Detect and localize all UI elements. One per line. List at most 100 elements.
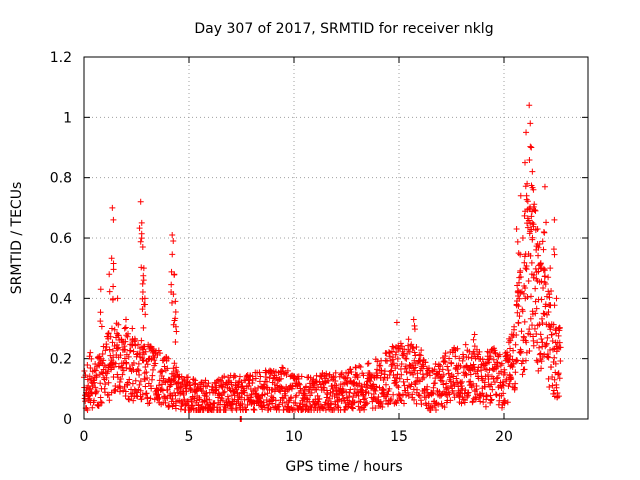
data-point	[255, 384, 262, 391]
data-point	[171, 317, 178, 324]
data-point	[550, 246, 557, 253]
data-point	[169, 396, 176, 403]
data-point	[87, 365, 94, 372]
data-point	[555, 393, 562, 400]
data-point	[473, 382, 480, 389]
data-point	[514, 357, 521, 364]
data-point	[521, 366, 528, 373]
data-point	[515, 320, 522, 327]
data-point-peak	[123, 316, 129, 323]
data-point-peak	[129, 325, 136, 332]
data-point-peak	[534, 225, 541, 232]
data-point	[450, 373, 457, 380]
data-point	[501, 366, 508, 373]
data-point	[526, 326, 533, 333]
data-point	[478, 367, 485, 374]
data-point	[445, 367, 452, 374]
data-point	[311, 382, 318, 389]
data-point	[517, 269, 524, 276]
data-point	[396, 375, 403, 382]
data-point	[122, 338, 129, 345]
data-point	[172, 308, 179, 315]
data-point	[171, 360, 178, 367]
data-point	[121, 325, 128, 332]
data-point	[343, 379, 350, 386]
data-point	[525, 217, 532, 224]
data-point	[228, 381, 235, 388]
data-point	[263, 378, 270, 385]
data-point	[264, 390, 271, 397]
data-point-peak	[526, 102, 533, 109]
data-point	[137, 238, 144, 245]
data-point	[112, 360, 119, 367]
data-point	[133, 392, 140, 399]
data-point	[82, 398, 89, 405]
data-point	[261, 391, 268, 398]
data-point	[512, 369, 519, 376]
data-point	[106, 397, 113, 404]
data-point	[156, 394, 163, 401]
data-point	[357, 363, 364, 370]
data-point	[362, 389, 369, 396]
data-point	[420, 363, 427, 370]
data-point	[402, 355, 409, 362]
data-point	[417, 352, 424, 359]
data-point	[156, 377, 163, 384]
data-point	[169, 403, 176, 410]
data-point	[408, 341, 415, 348]
data-point	[541, 273, 548, 280]
data-point	[372, 387, 379, 394]
data-point	[364, 360, 371, 367]
data-point	[443, 380, 450, 387]
data-point	[276, 401, 283, 408]
data-point	[134, 366, 141, 373]
data-point	[482, 403, 489, 410]
data-point	[325, 377, 332, 384]
data-point	[92, 367, 99, 374]
data-point	[122, 388, 129, 395]
data-point-peak	[523, 129, 530, 136]
data-point	[143, 369, 150, 376]
data-point	[120, 387, 127, 394]
data-point	[431, 366, 438, 373]
data-point	[494, 359, 501, 366]
data-point	[473, 396, 480, 403]
data-point	[160, 357, 167, 364]
data-point	[97, 380, 104, 387]
data-point	[170, 291, 177, 298]
data-point	[516, 349, 523, 356]
data-point	[236, 373, 243, 380]
data-point	[388, 348, 395, 355]
data-point	[538, 315, 545, 322]
data-point	[440, 371, 447, 378]
data-point	[186, 379, 193, 386]
data-point	[374, 358, 381, 365]
data-point	[546, 383, 553, 390]
data-point	[388, 396, 395, 403]
data-point	[381, 368, 388, 375]
data-point	[445, 370, 452, 377]
data-point	[108, 365, 115, 372]
data-point	[135, 341, 142, 348]
data-point	[537, 350, 544, 357]
data-point-peak	[110, 216, 117, 223]
data-point	[100, 357, 107, 364]
data-point	[512, 341, 519, 348]
data-point	[417, 358, 424, 365]
data-point	[148, 385, 155, 392]
data-point	[540, 310, 547, 317]
data-point	[106, 346, 113, 353]
data-point	[117, 376, 124, 383]
data-point	[518, 328, 525, 335]
data-point	[124, 379, 131, 386]
data-point-peak	[141, 295, 148, 302]
data-point	[93, 389, 100, 396]
data-point	[231, 372, 238, 379]
data-point	[464, 393, 471, 400]
data-point	[514, 309, 521, 316]
data-point	[459, 357, 466, 364]
data-point	[111, 326, 118, 333]
data-point	[189, 402, 196, 409]
data-point	[518, 348, 525, 355]
data-point	[457, 363, 464, 370]
